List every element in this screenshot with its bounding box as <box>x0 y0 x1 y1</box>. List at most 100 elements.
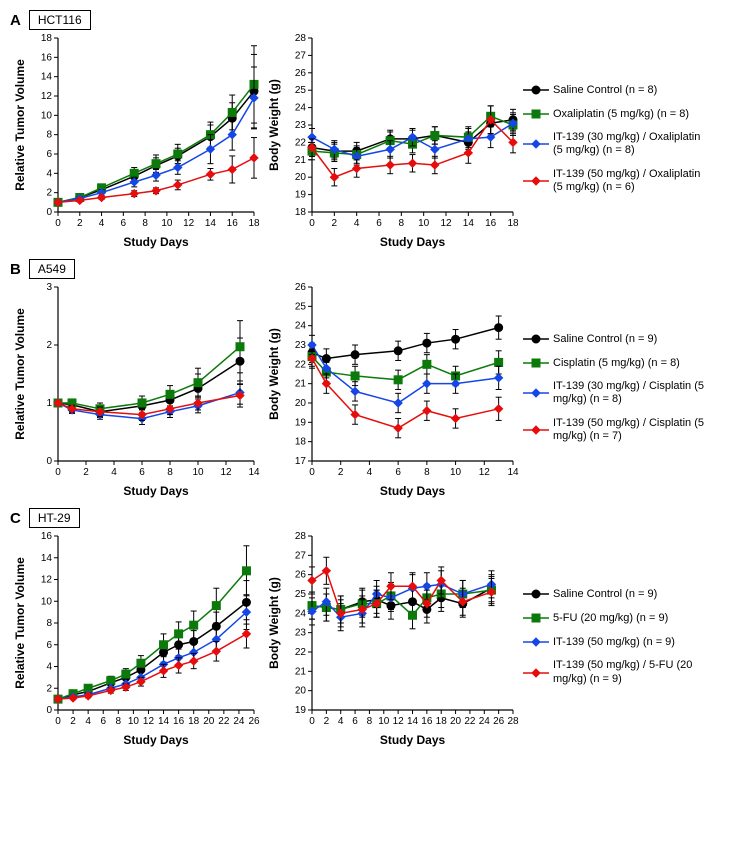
panel-row: 024681012141618024681012141618Study Days… <box>10 32 724 255</box>
legend-label: Saline Control (n = 9) <box>553 588 657 601</box>
legend-label: IT-139 (50 mg/kg) (n = 9) <box>553 636 675 649</box>
svg-text:26: 26 <box>295 282 307 293</box>
svg-text:19: 19 <box>295 417 307 428</box>
svg-text:16: 16 <box>41 531 53 542</box>
svg-text:16: 16 <box>173 716 185 727</box>
svg-text:20: 20 <box>203 716 215 727</box>
cell-line-box: A549 <box>29 259 75 279</box>
body-weight-chart: 0246810121417181920212223242526Study Day… <box>264 281 519 504</box>
svg-text:22: 22 <box>218 716 230 727</box>
body-weight-chart: 0246810121416182022242628192021222324252… <box>264 530 519 753</box>
svg-text:4: 4 <box>354 218 360 229</box>
svg-text:18: 18 <box>248 218 260 229</box>
svg-text:25: 25 <box>295 301 307 312</box>
svg-text:6: 6 <box>376 218 382 229</box>
svg-text:12: 12 <box>440 218 452 229</box>
svg-text:27: 27 <box>295 50 307 61</box>
legend-label: IT-139 (50 mg/kg) / 5-FU (20 mg/kg) (n =… <box>553 659 713 685</box>
legend-item: IT-139 (50 mg/kg) (n = 9) <box>523 635 713 649</box>
legend-label: Saline Control (n = 8) <box>553 84 657 97</box>
svg-text:6: 6 <box>100 716 106 727</box>
svg-text:Study Days: Study Days <box>380 733 446 747</box>
legend-swatch <box>523 666 549 680</box>
svg-text:4: 4 <box>111 467 117 478</box>
tumor-volume-chart: 024681012140123Study DaysRelative Tumor … <box>10 281 260 504</box>
svg-text:6: 6 <box>121 218 127 229</box>
svg-text:4: 4 <box>85 716 91 727</box>
svg-text:12: 12 <box>143 716 155 727</box>
svg-text:6: 6 <box>395 467 401 478</box>
svg-text:23: 23 <box>295 340 307 351</box>
svg-text:Body Weight (g): Body Weight (g) <box>267 577 281 669</box>
legend-label: IT-139 (50 mg/kg) / Cisplatin (5 mg/kg) … <box>553 417 713 443</box>
svg-text:4: 4 <box>46 662 52 673</box>
legend-label: Oxaliplatin (5 mg/kg) (n = 8) <box>553 108 689 121</box>
svg-text:10: 10 <box>450 467 462 478</box>
svg-text:0: 0 <box>46 207 52 218</box>
svg-text:20: 20 <box>295 172 307 183</box>
legend-item: Saline Control (n = 9) <box>523 587 713 601</box>
svg-text:22: 22 <box>295 359 307 370</box>
legend-swatch <box>523 587 549 601</box>
svg-text:14: 14 <box>41 553 53 564</box>
svg-text:2: 2 <box>70 716 76 727</box>
svg-text:10: 10 <box>378 716 390 727</box>
body-weight-chart: 0246810121416181819202122232425262728Stu… <box>264 32 519 255</box>
svg-text:28: 28 <box>507 716 519 727</box>
svg-text:Study Days: Study Days <box>123 235 189 249</box>
svg-text:18: 18 <box>295 207 307 218</box>
svg-text:24: 24 <box>233 716 245 727</box>
svg-text:12: 12 <box>393 716 405 727</box>
svg-text:14: 14 <box>507 467 519 478</box>
svg-text:12: 12 <box>41 575 53 586</box>
svg-text:23: 23 <box>295 628 307 639</box>
tumor-volume-chart: 024681012141618024681012141618Study Days… <box>10 32 260 255</box>
svg-text:0: 0 <box>55 467 61 478</box>
legend-swatch <box>523 386 549 400</box>
svg-text:16: 16 <box>421 716 433 727</box>
legend-item: IT-139 (30 mg/kg) / Oxaliplatin (5 mg/kg… <box>523 131 713 157</box>
svg-text:24: 24 <box>295 608 307 619</box>
svg-text:10: 10 <box>161 218 173 229</box>
svg-text:4: 4 <box>46 168 52 179</box>
svg-text:8: 8 <box>367 716 373 727</box>
svg-text:14: 14 <box>158 716 170 727</box>
svg-text:22: 22 <box>295 647 307 658</box>
legend-swatch <box>523 83 549 97</box>
svg-text:4: 4 <box>367 467 373 478</box>
svg-text:21: 21 <box>295 666 307 677</box>
legend-item: IT-139 (30 mg/kg) / Cisplatin (5 mg/kg) … <box>523 380 713 406</box>
legend-label: Cisplatin (5 mg/kg) (n = 8) <box>553 357 680 370</box>
svg-text:6: 6 <box>46 640 52 651</box>
legend-label: IT-139 (50 mg/kg) / Oxaliplatin (5 mg/kg… <box>553 168 713 194</box>
legend-label: IT-139 (30 mg/kg) / Cisplatin (5 mg/kg) … <box>553 380 713 406</box>
svg-text:14: 14 <box>248 467 260 478</box>
svg-text:26: 26 <box>248 716 260 727</box>
svg-text:10: 10 <box>41 110 53 121</box>
svg-text:10: 10 <box>128 716 140 727</box>
svg-text:6: 6 <box>352 716 358 727</box>
svg-text:18: 18 <box>436 716 448 727</box>
svg-text:16: 16 <box>227 218 239 229</box>
legend-item: IT-139 (50 mg/kg) / Cisplatin (5 mg/kg) … <box>523 417 713 443</box>
legend-swatch <box>523 137 549 151</box>
svg-text:10: 10 <box>41 596 53 607</box>
svg-text:0: 0 <box>46 705 52 716</box>
svg-text:21: 21 <box>295 155 307 166</box>
svg-text:Body Weight (g): Body Weight (g) <box>267 328 281 420</box>
svg-text:14: 14 <box>463 218 475 229</box>
svg-text:25: 25 <box>295 85 307 96</box>
svg-text:16: 16 <box>485 218 497 229</box>
svg-text:2: 2 <box>324 716 330 727</box>
legend-item: Cisplatin (5 mg/kg) (n = 8) <box>523 356 713 370</box>
panel-row: 024681012141618202224260246810121416Stud… <box>10 530 724 753</box>
panel-letter: C <box>10 510 21 527</box>
svg-text:18: 18 <box>507 218 519 229</box>
svg-text:4: 4 <box>99 218 105 229</box>
legend-item: Saline Control (n = 8) <box>523 83 713 97</box>
svg-text:26: 26 <box>493 716 505 727</box>
svg-text:8: 8 <box>424 467 430 478</box>
legend-swatch <box>523 611 549 625</box>
svg-text:12: 12 <box>41 91 53 102</box>
svg-text:0: 0 <box>309 467 315 478</box>
